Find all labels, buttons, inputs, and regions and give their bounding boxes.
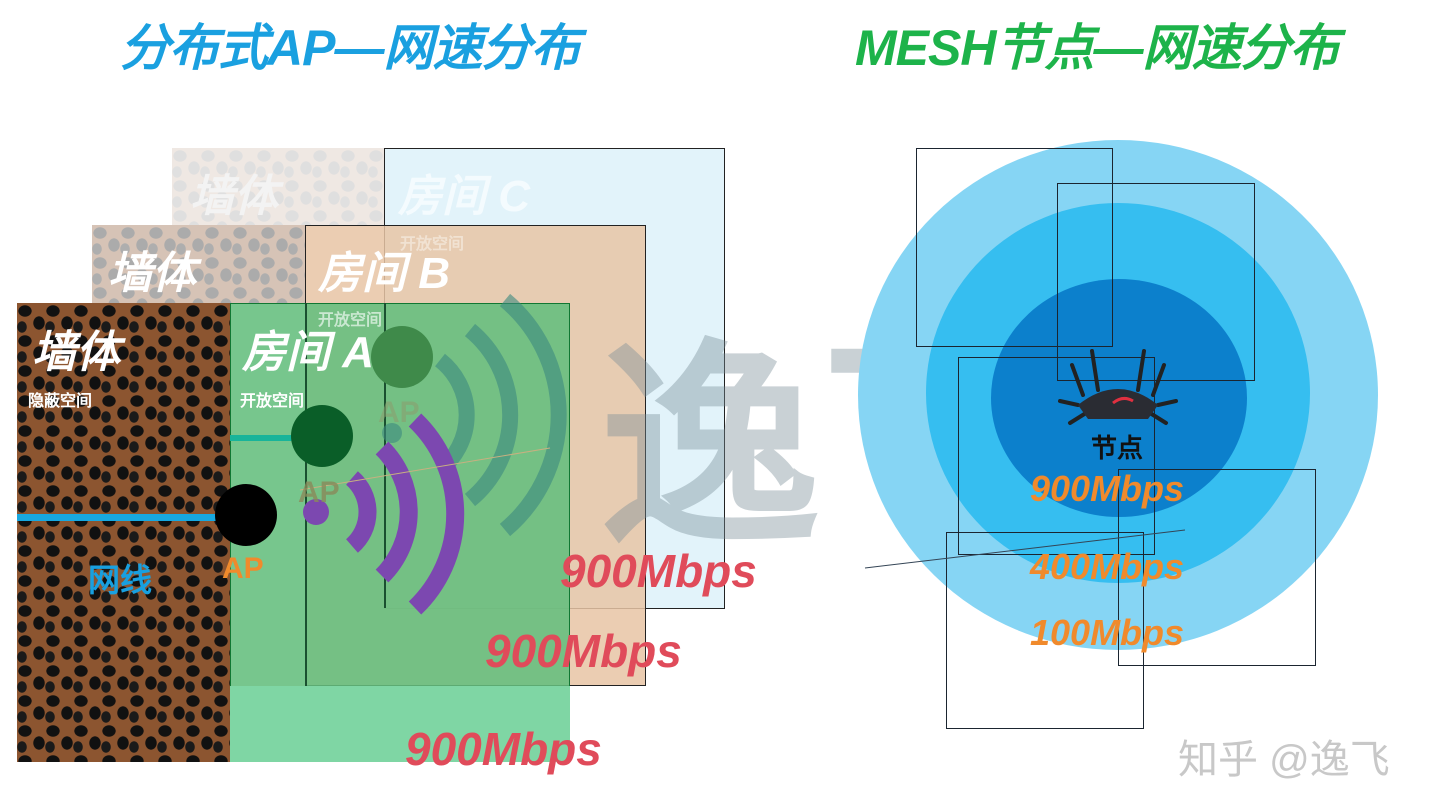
room-c-sub: 开放空间 bbox=[400, 236, 465, 253]
room-a-sub: 开放空间 bbox=[240, 393, 305, 410]
wall-b bbox=[92, 225, 305, 303]
network-cable bbox=[17, 514, 232, 521]
ap-a-icon bbox=[215, 484, 277, 546]
speed-inner: 900Mbps bbox=[1030, 468, 1185, 509]
room-a-speed: 900Mbps bbox=[405, 723, 602, 775]
ap-b-label: AP bbox=[298, 476, 340, 509]
room-frame bbox=[958, 357, 1155, 555]
speed-outer: 100Mbps bbox=[1030, 612, 1185, 653]
stray-lines bbox=[864, 529, 1186, 569]
wall-a bbox=[17, 303, 230, 762]
speed-middle: 400Mbps bbox=[1030, 546, 1185, 587]
room-b-speed: 900Mbps bbox=[485, 625, 682, 677]
corner-watermark: 知乎 @逸飞 bbox=[1178, 738, 1390, 782]
room-c-speed: 900Mbps bbox=[560, 545, 757, 597]
right-title: MESH节点—网速分布 bbox=[855, 20, 1339, 76]
room-frame bbox=[1118, 469, 1316, 666]
room-frame bbox=[916, 148, 1113, 347]
room-frame bbox=[946, 532, 1144, 729]
node-label: 节点 bbox=[1091, 433, 1144, 463]
room-c-label: 房间 C bbox=[398, 172, 530, 221]
wifi-a-icon bbox=[303, 413, 465, 615]
wall-a-sub: 隐蔽空间 bbox=[28, 393, 93, 410]
room-a-label: 房间 A bbox=[242, 328, 374, 377]
ap-c-icon bbox=[371, 326, 433, 388]
room-b-edge bbox=[305, 303, 307, 686]
wall-b-label: 墙体 bbox=[108, 249, 196, 298]
cable-b bbox=[230, 435, 305, 441]
room-b-label: 房间 B bbox=[318, 249, 450, 298]
wifi-c-icon bbox=[382, 293, 567, 537]
wall-c bbox=[172, 148, 385, 225]
ap-c-label: AP bbox=[378, 396, 420, 429]
room-frame bbox=[1057, 183, 1255, 381]
left-title: 分布式AP—网速分布 bbox=[120, 20, 580, 76]
ap-wifi-graphics bbox=[215, 293, 567, 615]
room-b-sub: 开放空间 bbox=[318, 312, 383, 329]
router-icon bbox=[1058, 349, 1178, 425]
room-a-lower bbox=[230, 686, 570, 762]
wall-a-label: 墙体 bbox=[32, 328, 120, 377]
ap-b-icon bbox=[291, 405, 353, 467]
cable-label: 网线 bbox=[88, 562, 153, 598]
ap-a-label: AP bbox=[222, 552, 264, 585]
wall-c-label: 墙体 bbox=[190, 172, 278, 221]
